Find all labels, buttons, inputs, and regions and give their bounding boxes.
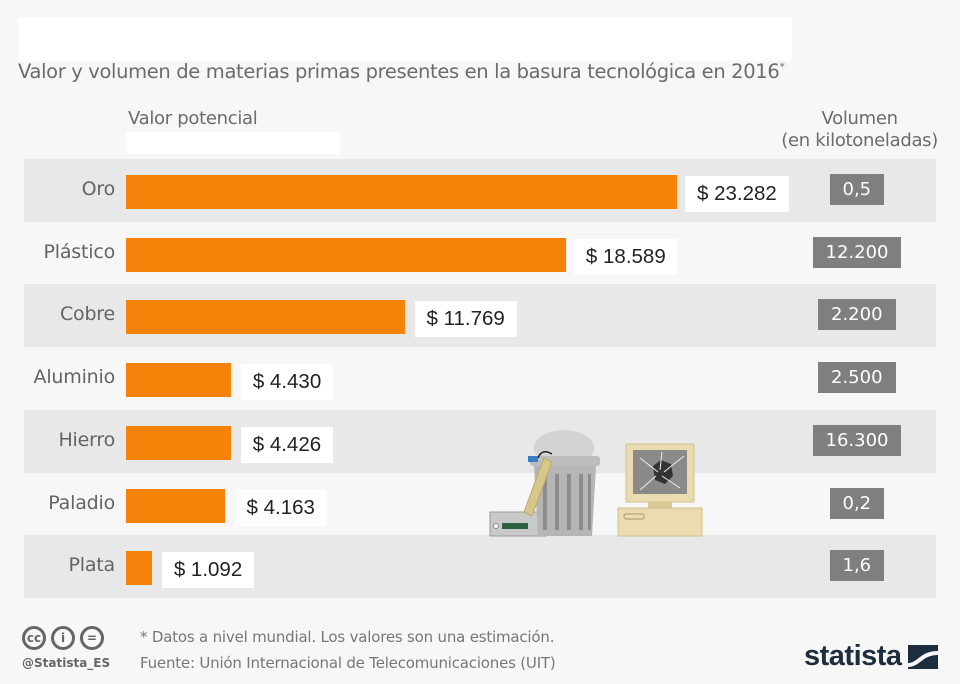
volume-badge: 12.200 <box>812 236 902 268</box>
redacted-header-block <box>18 17 792 61</box>
cc-icon: cc <box>22 626 46 650</box>
circuit-board-icon <box>523 451 553 517</box>
chart-row: Cobre $ 11.769 2.200 <box>24 284 936 348</box>
license-icons: cc i = <box>22 626 104 650</box>
value-bar <box>126 300 405 335</box>
value-bar <box>126 175 677 209</box>
category-label: Aluminio <box>33 366 116 389</box>
volume-column-header: Volumen (en kilotoneladas) <box>781 108 938 152</box>
value-bar <box>126 237 566 272</box>
title-text: Valor y volumen de materias primas prese… <box>18 60 780 83</box>
title-footnote-marker: * <box>779 60 785 74</box>
chart-title: Valor y volumen de materias primas prese… <box>18 60 785 83</box>
category-label: Hierro <box>58 428 115 451</box>
chart-row: Paladio $ 4.163 0,2 <box>24 473 936 536</box>
category-label: Paladio <box>48 491 115 514</box>
redacted-subheader-block <box>126 132 340 154</box>
chart-row: Plata $ 1.092 1,6 <box>24 535 936 599</box>
e-waste-illustration <box>489 430 703 537</box>
chart-row: Oro $ 23.282 0,5 <box>24 159 936 222</box>
logo-text: statista <box>804 640 902 672</box>
chart-row: Hierro $ 4.426 16.300 <box>24 409 936 473</box>
value-label: $ 11.769 <box>414 301 517 338</box>
nd-icon: = <box>80 626 104 650</box>
value-bar <box>126 425 231 460</box>
volume-badge: 0,2 <box>829 487 885 519</box>
volume-badge: 2.200 <box>818 299 896 331</box>
value-label: $ 4.430 <box>240 364 334 401</box>
value-label: $ 4.163 <box>234 489 327 526</box>
value-bar <box>126 363 231 398</box>
value-label: $ 1.092 <box>161 552 255 589</box>
volume-badge: 1,6 <box>829 550 885 582</box>
category-label: Plata <box>68 554 116 577</box>
value-bar <box>126 488 225 523</box>
value-label: $ 23.282 <box>685 176 789 212</box>
category-label: Oro <box>81 178 116 200</box>
social-handle: @Statista_ES <box>22 656 111 670</box>
statista-wave-icon <box>907 644 938 669</box>
value-column-header: Valor potencial <box>128 108 258 129</box>
volume-badge: 16.300 <box>812 424 902 456</box>
volume-badge: 2.500 <box>818 362 896 394</box>
chart-row: Plástico $ 18.589 12.200 <box>24 222 936 285</box>
chart-row: Aluminio $ 4.430 2.500 <box>24 347 936 410</box>
source-note: Fuente: Unión Internacional de Telecomun… <box>140 654 556 672</box>
broken-computer-icon <box>617 443 703 537</box>
value-label: $ 4.426 <box>240 426 334 463</box>
by-icon: i <box>51 626 75 650</box>
volume-header-line1: Volumen <box>821 108 899 129</box>
trash-can-icon <box>530 430 600 536</box>
value-bar <box>126 551 152 586</box>
footnote: * Datos a nivel mundial. Los valores son… <box>140 628 555 646</box>
value-label: $ 18.589 <box>573 238 678 275</box>
category-label: Cobre <box>59 303 115 326</box>
dvd-player-icon <box>489 511 547 537</box>
statista-logo[interactable]: statista <box>804 640 938 673</box>
volume-badge: 0,5 <box>829 174 885 205</box>
volume-header-line2: (en kilotoneladas) <box>781 130 938 151</box>
category-label: Plástico <box>43 240 116 263</box>
